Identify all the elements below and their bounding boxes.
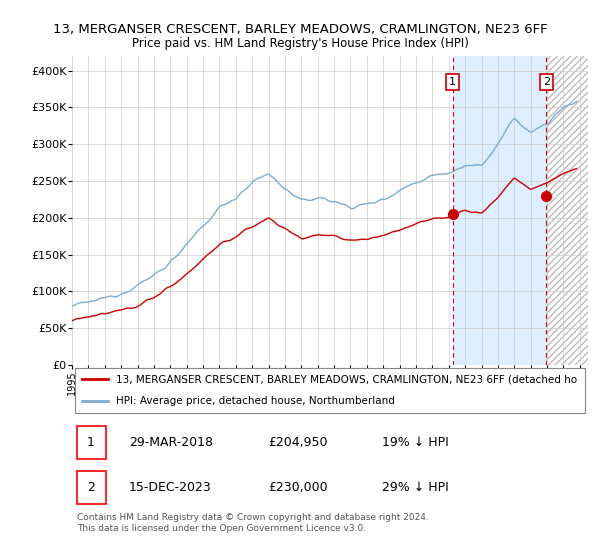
Text: 1: 1 [87, 436, 95, 449]
Text: 29% ↓ HPI: 29% ↓ HPI [382, 481, 448, 494]
Bar [547, 56, 588, 365]
Text: 13, MERGANSER CRESCENT, BARLEY MEADOWS, CRAMLINGTON, NE23 6FF (detached ho: 13, MERGANSER CRESCENT, BARLEY MEADOWS, … [116, 374, 577, 384]
Text: 19% ↓ HPI: 19% ↓ HPI [382, 436, 448, 449]
Text: 15-DEC-2023: 15-DEC-2023 [129, 481, 212, 494]
Bar [547, 56, 588, 365]
Text: 1: 1 [449, 77, 456, 87]
Text: 13, MERGANSER CRESCENT, BARLEY MEADOWS, CRAMLINGTON, NE23 6FF: 13, MERGANSER CRESCENT, BARLEY MEADOWS, … [53, 24, 547, 36]
Text: 2: 2 [543, 77, 550, 87]
Text: 29-MAR-2018: 29-MAR-2018 [129, 436, 213, 449]
Text: HPI: Average price, detached house, Northumberland: HPI: Average price, detached house, Nort… [116, 396, 395, 407]
Bar [452, 56, 547, 365]
Text: £204,950: £204,950 [268, 436, 328, 449]
Text: £230,000: £230,000 [268, 481, 328, 494]
FancyBboxPatch shape [77, 471, 106, 504]
Text: 2: 2 [87, 481, 95, 494]
Text: Contains HM Land Registry data © Crown copyright and database right 2024.
This d: Contains HM Land Registry data © Crown c… [77, 514, 429, 533]
FancyBboxPatch shape [77, 426, 106, 459]
FancyBboxPatch shape [74, 367, 586, 413]
Text: Price paid vs. HM Land Registry's House Price Index (HPI): Price paid vs. HM Land Registry's House … [131, 38, 469, 50]
